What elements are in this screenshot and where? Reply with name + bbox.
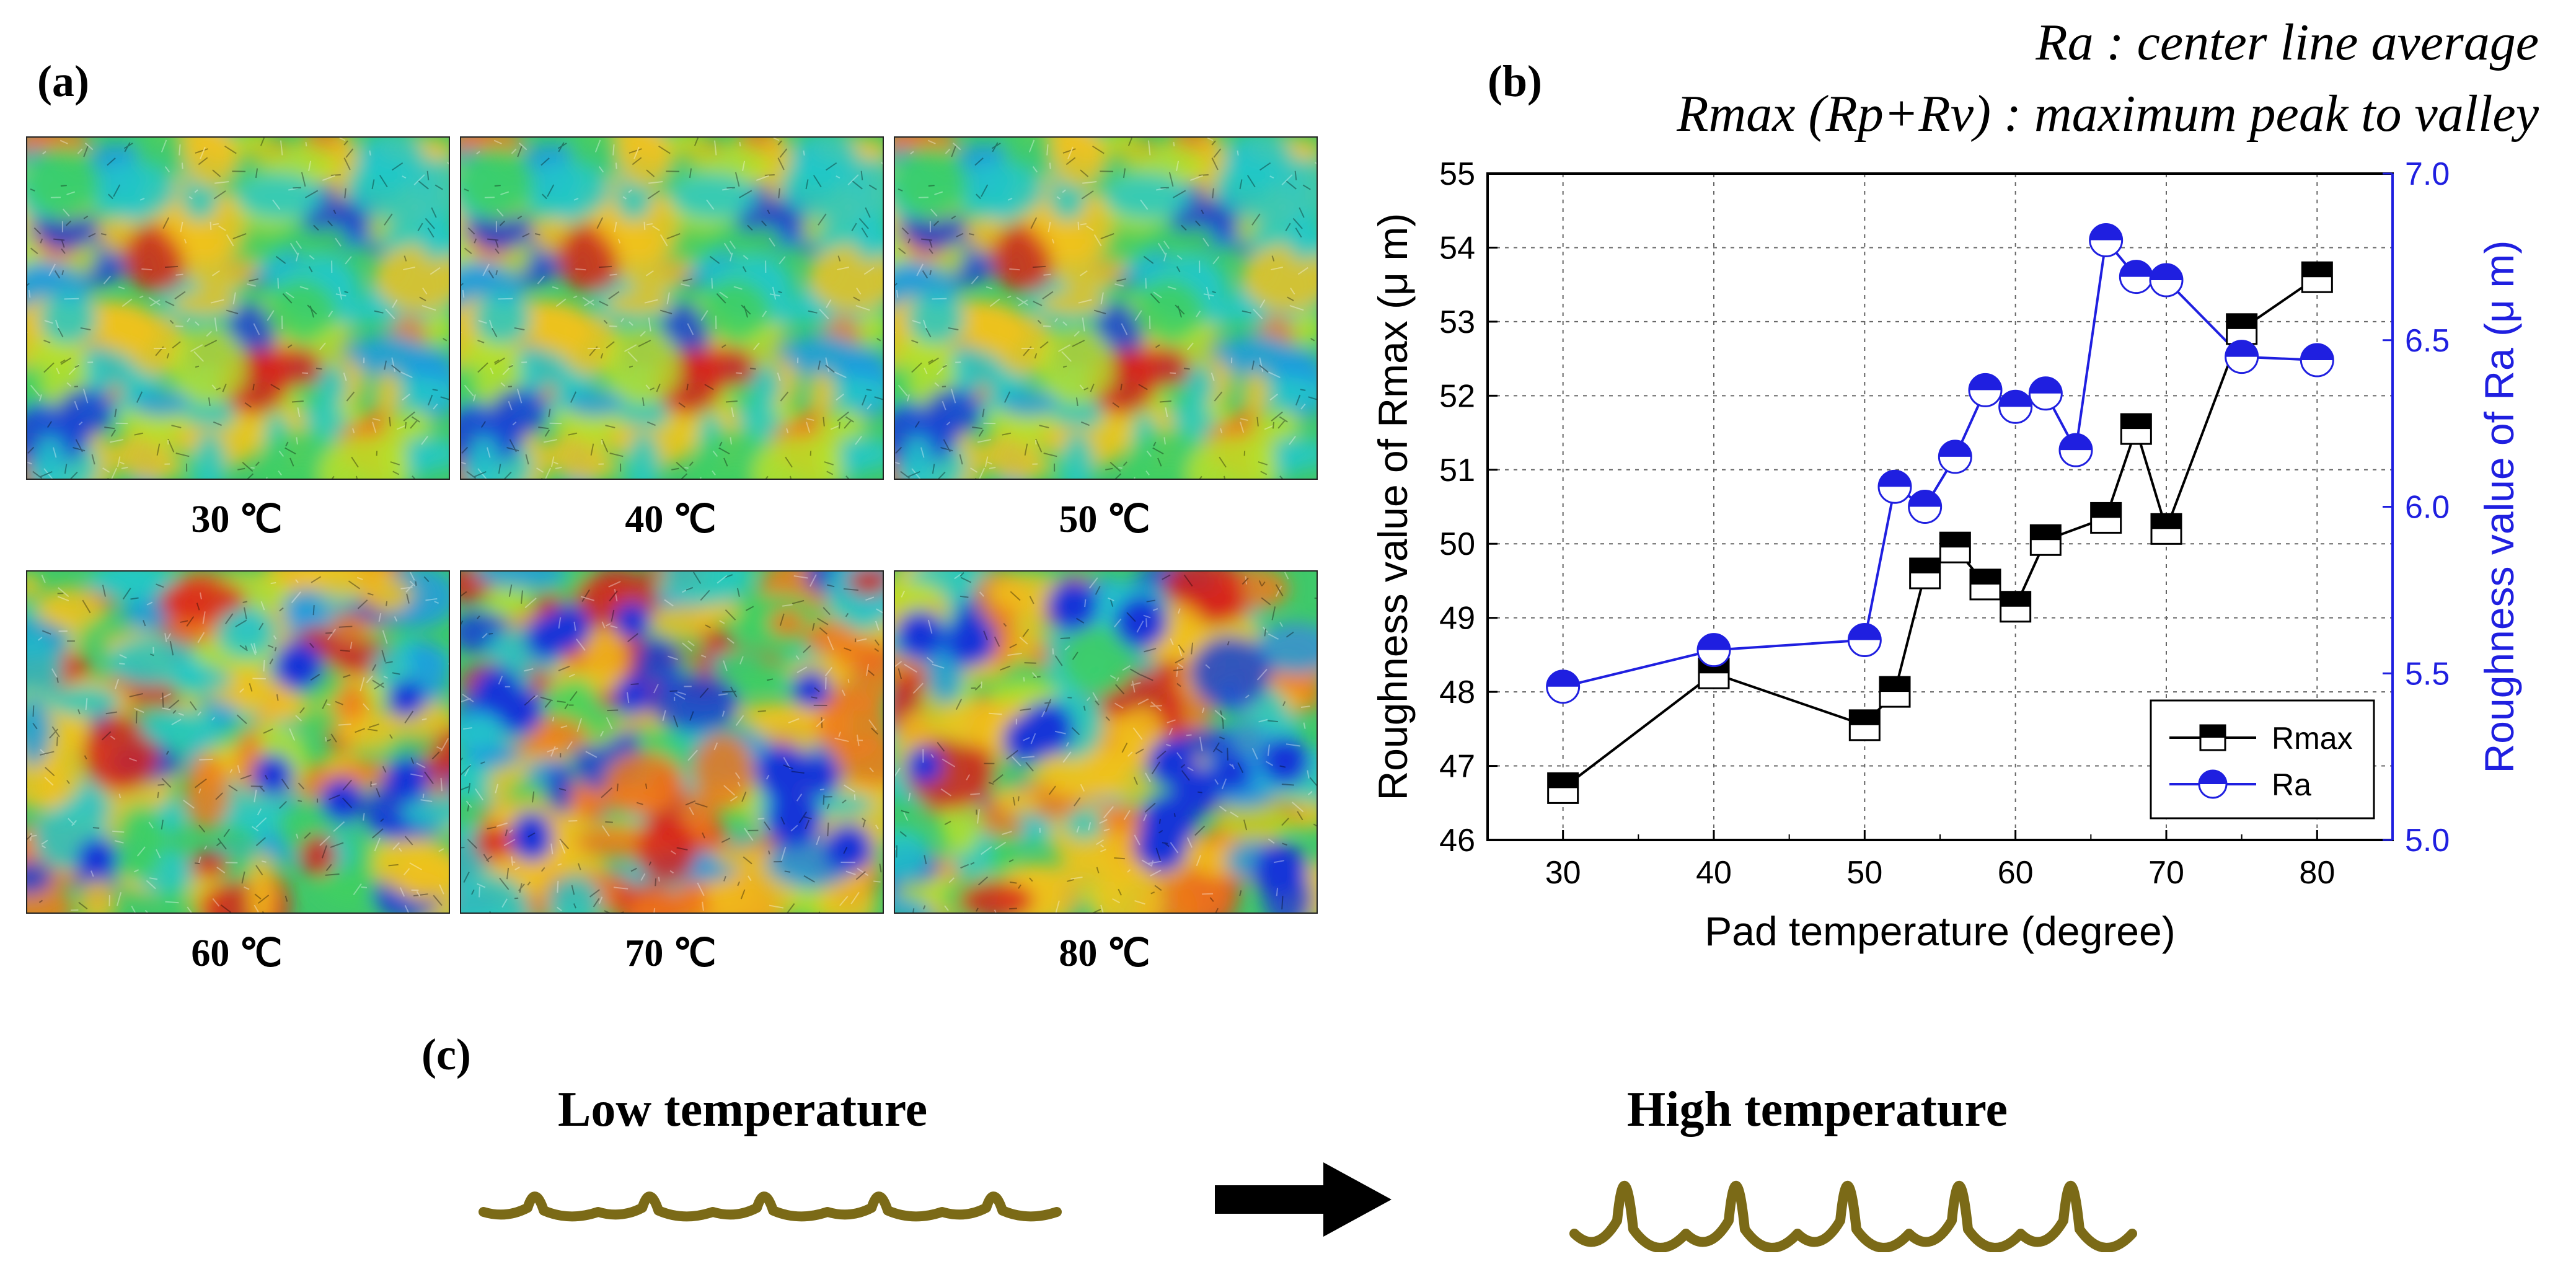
data-point-ra xyxy=(2149,263,2184,298)
data-point-rmax xyxy=(1879,676,1911,708)
data-point-ra xyxy=(2028,376,2063,411)
data-point-ra xyxy=(2119,260,2153,294)
data-point-ra xyxy=(1938,440,1972,474)
high-wave-path xyxy=(1569,1181,2137,1252)
afm-map-60 xyxy=(26,570,450,914)
x-tick-label: 60 xyxy=(1998,855,2034,891)
data-point-rmax xyxy=(1969,568,2001,601)
x-tick-label: 50 xyxy=(1846,855,1882,891)
panel-label-b: (b) xyxy=(1488,56,1542,106)
y-left-tick-label: 47 xyxy=(1439,749,1475,785)
series-points xyxy=(1546,223,2334,804)
data-point-ra xyxy=(2058,433,2093,467)
afm-label-60: 60 ℃ xyxy=(191,932,283,974)
y-left-tick-label: 46 xyxy=(1439,823,1475,859)
y-left-tick-label: 53 xyxy=(1439,304,1475,340)
data-point-ra xyxy=(2300,343,2334,378)
y-right-tick-label: 6.5 xyxy=(2405,323,2450,359)
data-point-rmax xyxy=(1909,557,1941,590)
data-point-ra xyxy=(1998,389,2033,424)
high-temperature-wave xyxy=(1569,1181,2137,1252)
high-temperature-title: High temperature xyxy=(1627,1082,2008,1137)
roughness-chart: 30 40 50 60 70 80 46 47 48 49 50 51 52 53 54 55 5.0 5.5 6.… xyxy=(1370,156,2522,954)
x-tick-label: 30 xyxy=(1545,855,1581,891)
legend-marker-ra xyxy=(2198,769,2228,799)
afm-map-40 xyxy=(460,136,884,480)
y-left-tick-label: 55 xyxy=(1439,156,1475,192)
y-axis-right-title: Roughness value of Ra (μ m) xyxy=(2476,241,2522,774)
y-left-tick-label: 50 xyxy=(1439,526,1475,562)
data-point-ra xyxy=(2089,223,2124,257)
afm-label-40: 40 ℃ xyxy=(625,498,717,541)
afm-label-30: 30 ℃ xyxy=(191,498,283,541)
data-point-ra xyxy=(1696,633,1731,668)
right-arrow-icon xyxy=(1215,1162,1392,1237)
afm-map-30 xyxy=(26,136,450,480)
data-point-rmax xyxy=(2120,413,2152,445)
data-point-ra xyxy=(1847,623,1882,657)
data-point-rmax xyxy=(2301,261,2333,293)
y-left-tick-label: 52 xyxy=(1439,378,1475,414)
y-left-tick-label: 51 xyxy=(1439,453,1475,488)
afm-label-80: 80 ℃ xyxy=(1059,932,1150,974)
chart-legend: Rmax Ra xyxy=(2150,699,2375,820)
legend-marker-rmax-shape xyxy=(2199,724,2226,751)
afm-label-70: 70 ℃ xyxy=(625,932,717,974)
x-tick-label: 80 xyxy=(2299,855,2335,891)
y-left-tick-label: 49 xyxy=(1439,601,1475,637)
data-point-rmax xyxy=(1547,772,1579,804)
afm-map-70 xyxy=(460,570,884,914)
data-point-rmax xyxy=(1848,709,1881,741)
data-point-rmax xyxy=(2029,524,2062,556)
legend-label-ra: Ra xyxy=(2272,767,2311,802)
legend-marker-rmax xyxy=(2199,724,2226,751)
y-axis-left-title: Roughness value of Rmax (μ m) xyxy=(1370,213,1416,801)
low-temperature-wave xyxy=(479,1191,1062,1222)
afm-map-80 xyxy=(894,570,1318,914)
low-wave-path xyxy=(479,1191,1062,1222)
data-point-rmax xyxy=(1939,531,1971,563)
y-left-tick-label: 54 xyxy=(1439,230,1475,266)
y-left-tick-label: 48 xyxy=(1439,674,1475,710)
x-axis-title: Pad temperature (degree) xyxy=(1705,908,2175,954)
data-point-ra xyxy=(1968,373,2003,407)
panel-label-c: (c) xyxy=(421,1030,471,1079)
panel-label-a: (a) xyxy=(37,56,89,106)
x-tick-label: 40 xyxy=(1696,855,1732,891)
y-right-tick-label: 5.5 xyxy=(2405,656,2450,692)
data-point-ra xyxy=(1877,469,1912,504)
data-point-ra xyxy=(2225,340,2259,374)
y-right-tick-label: 6.0 xyxy=(2405,490,2450,526)
data-point-ra xyxy=(1908,490,1943,524)
y-right-tick-label: 7.0 xyxy=(2405,156,2450,192)
data-point-rmax xyxy=(2000,591,2032,623)
low-temperature-title: Low temperature xyxy=(558,1082,928,1137)
y-right-tick-label: 5.0 xyxy=(2405,823,2450,859)
legend-marker-ra-shape xyxy=(2198,769,2228,799)
x-tick-label: 70 xyxy=(2148,855,2184,891)
ra-definition: Ra : center line average xyxy=(2036,14,2539,71)
chart-ticks: 30 40 50 60 70 80 46 47 48 49 50 51 52 53 54 55 5.0 5.5 6.… xyxy=(1439,156,2450,891)
afm-map-50 xyxy=(894,136,1318,480)
legend-box xyxy=(2150,699,2375,820)
rmax-definition: Rmax (Rp+Rv) : maximum peak to valley xyxy=(1677,85,2539,143)
legend-label-rmax: Rmax xyxy=(2272,721,2353,756)
data-point-rmax xyxy=(2226,313,2258,345)
data-point-rmax xyxy=(2150,513,2182,545)
afm-label-50: 50 ℃ xyxy=(1059,498,1150,541)
data-point-ra xyxy=(1546,669,1581,704)
data-point-rmax xyxy=(2090,502,2122,534)
